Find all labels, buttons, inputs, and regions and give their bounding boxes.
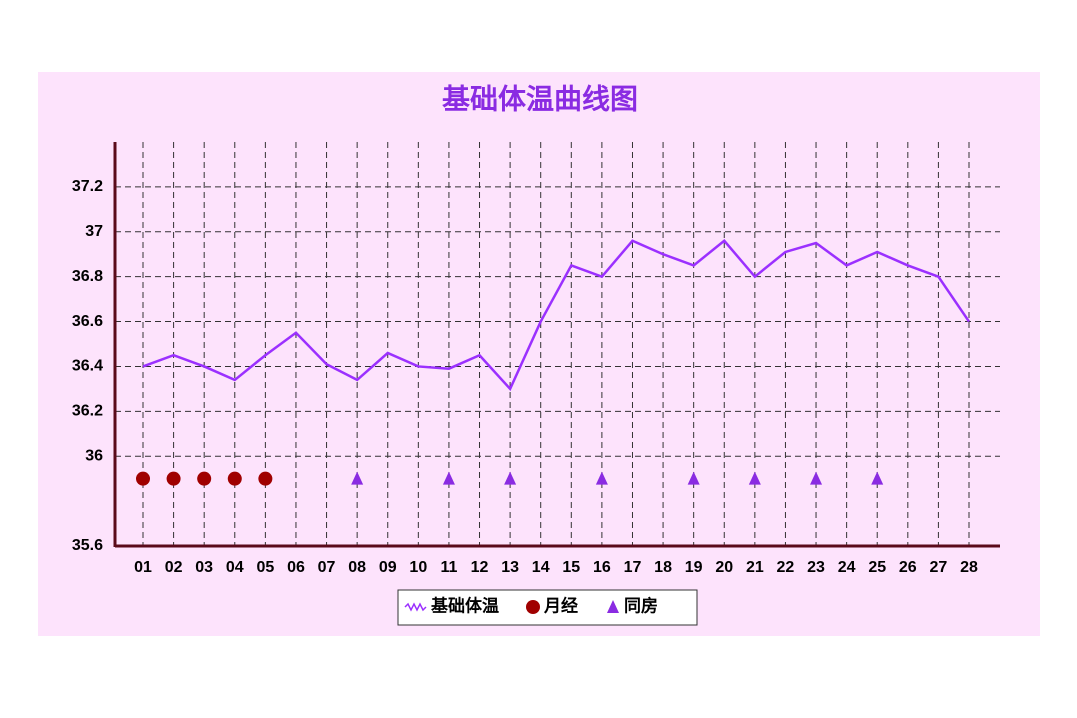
intercourse-marker bbox=[871, 471, 884, 485]
x-tick-label: 16 bbox=[593, 559, 611, 576]
x-tick-label: 07 bbox=[318, 559, 336, 576]
period-marker bbox=[227, 471, 242, 486]
x-tick-label: 17 bbox=[624, 559, 642, 576]
x-tick-label: 24 bbox=[838, 559, 856, 576]
y-tick-label: 36.6 bbox=[72, 313, 103, 330]
legend-label: 同房 bbox=[624, 595, 658, 615]
x-tick-label: 06 bbox=[287, 559, 305, 576]
x-tick-label: 04 bbox=[226, 559, 244, 576]
y-tick-label: 36.8 bbox=[72, 268, 103, 285]
y-tick-label: 36 bbox=[85, 447, 103, 464]
legend-swatch bbox=[404, 602, 427, 612]
intercourse-marker bbox=[595, 471, 608, 485]
intercourse-marker bbox=[687, 471, 700, 485]
x-tick-label: 09 bbox=[379, 559, 397, 576]
period-marker bbox=[166, 471, 181, 486]
y-tick-label: 37.2 bbox=[72, 178, 103, 195]
x-tick-label: 25 bbox=[868, 559, 886, 576]
chart-title: 基础体温曲线图 bbox=[442, 83, 638, 114]
intercourse-marker bbox=[351, 471, 364, 485]
x-tick-label: 13 bbox=[501, 559, 519, 576]
intercourse-marker bbox=[748, 471, 761, 485]
x-tick-label: 05 bbox=[256, 559, 274, 576]
chart-panel bbox=[38, 72, 1040, 636]
x-tick-label: 26 bbox=[899, 559, 917, 576]
legend-swatch bbox=[607, 600, 619, 613]
y-tick-label: 37 bbox=[85, 223, 103, 240]
x-tick-label: 08 bbox=[348, 559, 366, 576]
x-tick-label: 21 bbox=[746, 559, 764, 576]
x-tick-label: 03 bbox=[195, 559, 213, 576]
intercourse-marker bbox=[442, 471, 455, 485]
x-tick-label: 27 bbox=[930, 559, 948, 576]
intercourse-marker bbox=[810, 471, 823, 485]
x-tick-label: 23 bbox=[807, 559, 825, 576]
legend-label: 基础体温 bbox=[430, 595, 499, 615]
x-tick-label: 11 bbox=[440, 559, 457, 576]
x-tick-label: 14 bbox=[532, 559, 550, 576]
period-marker bbox=[197, 471, 212, 486]
x-tick-label: 28 bbox=[960, 559, 978, 576]
legend-swatch bbox=[526, 600, 540, 614]
x-tick-label: 15 bbox=[562, 559, 580, 576]
period-marker bbox=[258, 471, 273, 486]
x-tick-label: 02 bbox=[165, 559, 183, 576]
x-tick-label: 18 bbox=[654, 559, 672, 576]
period-marker bbox=[136, 471, 150, 486]
legend-label: 月经 bbox=[543, 595, 578, 615]
y-tick-label: 36.2 bbox=[72, 403, 103, 420]
x-tick-label: 01 bbox=[134, 559, 152, 576]
temperature-line bbox=[142, 239, 971, 392]
legend bbox=[397, 589, 698, 626]
y-tick-label: 36.4 bbox=[72, 358, 103, 375]
x-tick-label: 19 bbox=[685, 559, 703, 576]
x-tick-label: 20 bbox=[715, 559, 733, 576]
x-tick-label: 12 bbox=[471, 559, 489, 576]
y-tick-label: 35.6 bbox=[72, 537, 103, 554]
intercourse-marker bbox=[504, 471, 517, 485]
x-tick-label: 10 bbox=[409, 559, 427, 576]
x-tick-label: 22 bbox=[777, 559, 795, 576]
